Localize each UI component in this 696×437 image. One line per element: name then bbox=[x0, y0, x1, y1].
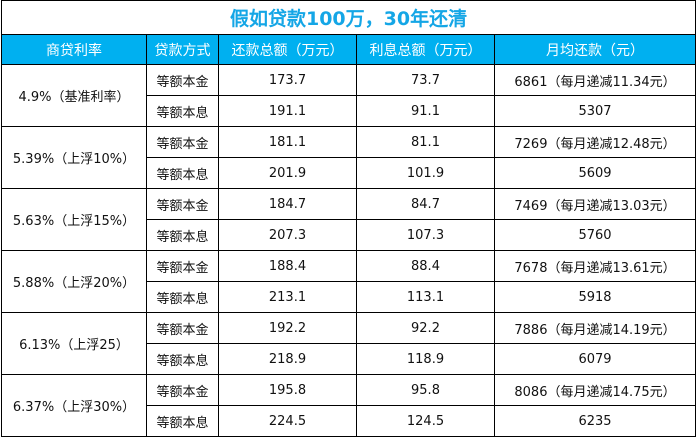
monthly-cell: 5918 bbox=[493, 281, 696, 313]
interest-cell: 73.7 bbox=[356, 64, 495, 96]
interest-cell: 92.2 bbox=[356, 312, 495, 344]
method-cell: 等额本金 bbox=[146, 126, 219, 158]
monthly-cell: 7469（每月递减13.03元） bbox=[493, 188, 696, 220]
method-cell: 等额本金 bbox=[146, 374, 219, 406]
interest-cell: 91.1 bbox=[356, 95, 495, 127]
table-title: 假如贷款100万，30年还清 bbox=[0, 0, 696, 35]
table-row: 等额本息 213.1 113.1 5918 bbox=[2, 281, 696, 313]
header-method: 贷款方式 bbox=[146, 34, 219, 65]
total-cell: 201.9 bbox=[218, 157, 357, 189]
monthly-cell: 8086（每月递减14.75元） bbox=[493, 374, 696, 406]
table-row: 等额本息 191.1 91.1 5307 bbox=[2, 95, 696, 127]
total-cell: 224.5 bbox=[218, 405, 357, 437]
rate-cell: 6.13%（上浮25） bbox=[1, 312, 147, 375]
monthly-cell: 7886（每月递减14.19元） bbox=[493, 312, 696, 344]
table-row: 5.39%（上浮10%） 等额本金 181.1 81.1 7269（每月递减12.48元… bbox=[1, 126, 696, 189]
table-row: 4.9%（基准利率） 等额本金 173.7 73.7 6861（每月递减11.34元） bbox=[1, 64, 696, 127]
header-interest: 利息总额（万元） bbox=[356, 34, 495, 65]
header-row: 商贷利率 贷款方式 还款总额（万元） 利息总额（万元） 月均还款（元） bbox=[1, 34, 696, 65]
monthly-cell: 6235 bbox=[493, 405, 696, 437]
header-rate: 商贷利率 bbox=[1, 34, 147, 65]
monthly-cell: 6079 bbox=[493, 343, 696, 375]
method-cell: 等额本金 bbox=[146, 64, 219, 96]
interest-cell: 107.3 bbox=[356, 219, 495, 251]
table-row: 等额本息 207.3 107.3 5760 bbox=[2, 219, 696, 251]
interest-cell: 113.1 bbox=[356, 281, 495, 313]
method-cell: 等额本息 bbox=[146, 281, 219, 313]
interest-cell: 118.9 bbox=[356, 343, 495, 375]
table-row: 等额本息 218.9 118.9 6079 bbox=[2, 343, 696, 375]
total-cell: 181.1 bbox=[218, 126, 357, 158]
interest-cell: 81.1 bbox=[356, 126, 495, 158]
method-cell: 等额本息 bbox=[146, 219, 219, 251]
method-cell: 等额本息 bbox=[146, 405, 219, 437]
total-cell: 184.7 bbox=[218, 188, 357, 220]
table-row: 6.13%（上浮25） 等额本金 192.2 92.2 7886（每月递减14.19元） bbox=[1, 312, 696, 375]
monthly-cell: 7269（每月递减12.48元） bbox=[493, 126, 696, 158]
total-cell: 188.4 bbox=[218, 250, 357, 282]
rate-cell: 5.88%（上浮20%） bbox=[1, 250, 147, 313]
monthly-cell: 5760 bbox=[493, 219, 696, 251]
rate-cell: 4.9%（基准利率） bbox=[1, 64, 147, 127]
interest-cell: 124.5 bbox=[356, 405, 495, 437]
header-monthly: 月均还款（元） bbox=[493, 34, 696, 65]
interest-cell: 88.4 bbox=[356, 250, 495, 282]
method-cell: 等额本金 bbox=[146, 188, 219, 220]
method-cell: 等额本息 bbox=[146, 95, 219, 127]
interest-cell: 95.8 bbox=[356, 374, 495, 406]
total-cell: 191.1 bbox=[218, 95, 357, 127]
total-cell: 218.9 bbox=[218, 343, 357, 375]
total-cell: 173.7 bbox=[218, 64, 357, 96]
interest-cell: 101.9 bbox=[356, 157, 495, 189]
table-row: 等额本息 201.9 101.9 5609 bbox=[2, 157, 696, 189]
table-row: 等额本息 224.5 124.5 6235 bbox=[2, 405, 696, 437]
rate-cell: 5.63%（上浮15%） bbox=[1, 188, 147, 251]
interest-cell: 84.7 bbox=[356, 188, 495, 220]
total-cell: 192.2 bbox=[218, 312, 357, 344]
rate-cell: 6.37%（上浮30%） bbox=[1, 374, 147, 437]
method-cell: 等额本金 bbox=[146, 312, 219, 344]
method-cell: 等额本息 bbox=[146, 343, 219, 375]
monthly-cell: 5609 bbox=[493, 157, 696, 189]
monthly-cell: 5307 bbox=[493, 95, 696, 127]
table-row: 6.37%（上浮30%） 等额本金 195.8 95.8 8086（每月递减14.75元… bbox=[1, 374, 696, 437]
rate-cell: 5.39%（上浮10%） bbox=[1, 126, 147, 189]
table-row: 5.88%（上浮20%） 等额本金 188.4 88.4 7678（每月递减13.61元… bbox=[1, 250, 696, 313]
total-cell: 213.1 bbox=[218, 281, 357, 313]
method-cell: 等额本息 bbox=[146, 157, 219, 189]
total-cell: 207.3 bbox=[218, 219, 357, 251]
total-cell: 195.8 bbox=[218, 374, 357, 406]
method-cell: 等额本金 bbox=[146, 250, 219, 282]
table-row: 5.63%（上浮15%） 等额本金 184.7 84.7 7469（每月递减13.03元… bbox=[1, 188, 696, 251]
monthly-cell: 6861（每月递减11.34元） bbox=[493, 64, 696, 96]
monthly-cell: 7678（每月递减13.61元） bbox=[493, 250, 696, 282]
header-total: 还款总额（万元） bbox=[218, 34, 357, 65]
